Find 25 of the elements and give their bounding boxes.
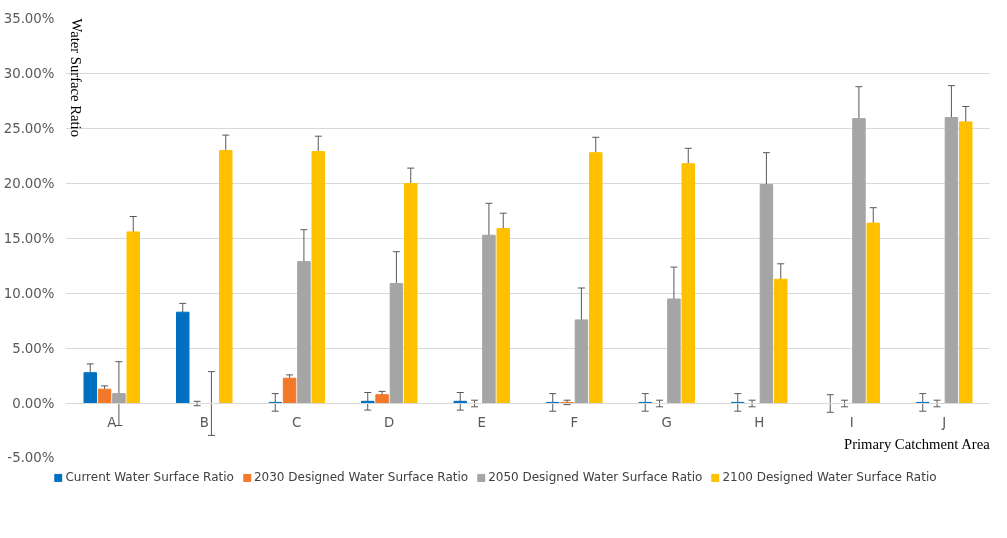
x-tick-label: J xyxy=(941,414,947,430)
legend-label: 2100 Designed Water Surface Ratio xyxy=(722,470,937,484)
x-tick-label: H xyxy=(754,414,765,430)
y-axis-title: Water Surface Ratio xyxy=(68,18,85,137)
y-tick-label: 30.00% xyxy=(3,66,55,81)
legend-label: Current Water Surface Ratio xyxy=(65,470,234,484)
y-tick-label: 25.00% xyxy=(3,121,55,136)
y-tick-label: -5.00% xyxy=(7,449,55,465)
x-tick-label: B xyxy=(199,414,209,430)
y-tick-label: 10.00% xyxy=(3,286,55,301)
y-tick-label: 35.00% xyxy=(3,11,55,26)
x-tick-label: F xyxy=(570,414,579,430)
y-tick-label: 0.00% xyxy=(12,396,55,411)
x-tick-label: A xyxy=(107,414,117,430)
legend-label: 2050 Designed Water Surface Ratio xyxy=(488,470,703,484)
legend-label: 2030 Designed Water Surface Ratio xyxy=(253,470,469,484)
y-tick-label: 15.00% xyxy=(3,231,55,246)
x-tick-label: C xyxy=(292,414,302,430)
x-tick-label: E xyxy=(477,414,486,430)
x-tick-label: I xyxy=(849,414,854,430)
x-tick-label: D xyxy=(384,414,395,430)
y-tick-label: 5.00% xyxy=(12,341,55,356)
x-axis-title: Primary Catchment Area xyxy=(843,435,991,452)
x-tick-label: G xyxy=(661,414,672,430)
y-tick-label: 20.00% xyxy=(3,176,55,191)
